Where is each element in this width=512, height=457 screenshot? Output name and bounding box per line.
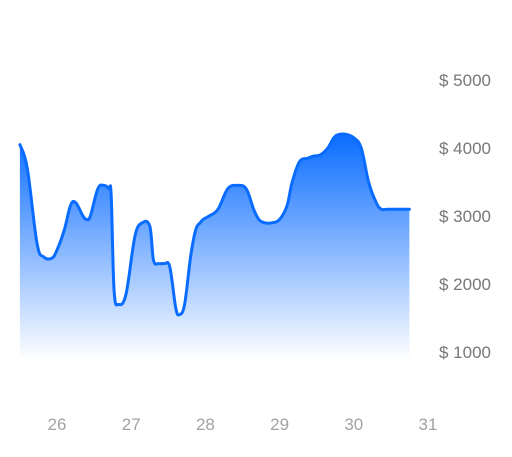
data-point [326,146,330,150]
data-point [216,207,220,211]
data-point [352,136,356,140]
data-point [152,258,156,262]
data-point [18,143,22,147]
data-point [298,160,302,164]
data-point [148,224,152,228]
data-point [35,241,39,245]
data-point [393,207,397,211]
data-point [163,262,167,266]
data-point [318,153,322,157]
data-point [407,207,411,211]
data-point [109,194,113,198]
x-tick-label: 27 [122,415,141,434]
data-point [198,221,202,225]
data-point [344,132,348,136]
data-point [207,214,211,218]
data-point [117,302,121,306]
data-point [244,187,248,191]
data-point [332,136,336,140]
y-tick-label: $ 4000 [439,139,491,158]
data-point [189,255,193,259]
data-point [55,248,59,252]
data-point [311,154,315,158]
data-point [337,132,341,136]
data-point [359,146,363,150]
data-point [174,306,178,310]
data-point [278,217,282,221]
data-point [85,217,89,221]
data-point [385,207,389,211]
x-tick-label: 30 [344,415,363,434]
data-point [68,204,72,208]
series-area-fill [19,133,410,360]
y-tick-label: $ 1000 [439,343,491,362]
data-point [124,292,128,296]
data-point [226,187,230,191]
data-point [374,200,378,204]
data-point [285,204,289,208]
data-point [398,207,402,211]
y-tick-label: $ 5000 [439,71,491,90]
data-point [367,180,371,184]
x-tick-label: 28 [196,415,215,434]
data-point [270,221,274,225]
data-point [183,302,187,306]
data-point [306,156,310,160]
data-point [112,289,116,293]
series-line [18,132,411,317]
data-point [157,262,161,266]
data-point [235,183,239,187]
data-point [290,180,294,184]
data-point [107,187,111,191]
data-point [88,214,92,218]
data-point [96,187,100,191]
data-point [42,255,46,259]
data-point [81,214,85,218]
data-point [140,221,144,225]
data-point [62,228,66,232]
x-tick-label: 26 [48,415,67,434]
y-tick-label: $ 3000 [439,207,491,226]
data-point [168,265,172,269]
data-point [50,256,54,260]
data-point [379,207,383,211]
data-point [74,200,78,204]
data-point [25,166,29,170]
data-point [201,217,205,221]
data-point [177,313,181,317]
data-point [102,183,106,187]
x-tick-label: 29 [270,415,289,434]
data-point [263,221,267,225]
x-tick-label: 31 [419,415,438,434]
data-point [133,234,137,238]
y-tick-label: $ 2000 [439,275,491,294]
data-point [257,217,261,221]
data-point [194,228,198,232]
data-point [404,207,408,211]
data-point [252,207,256,211]
